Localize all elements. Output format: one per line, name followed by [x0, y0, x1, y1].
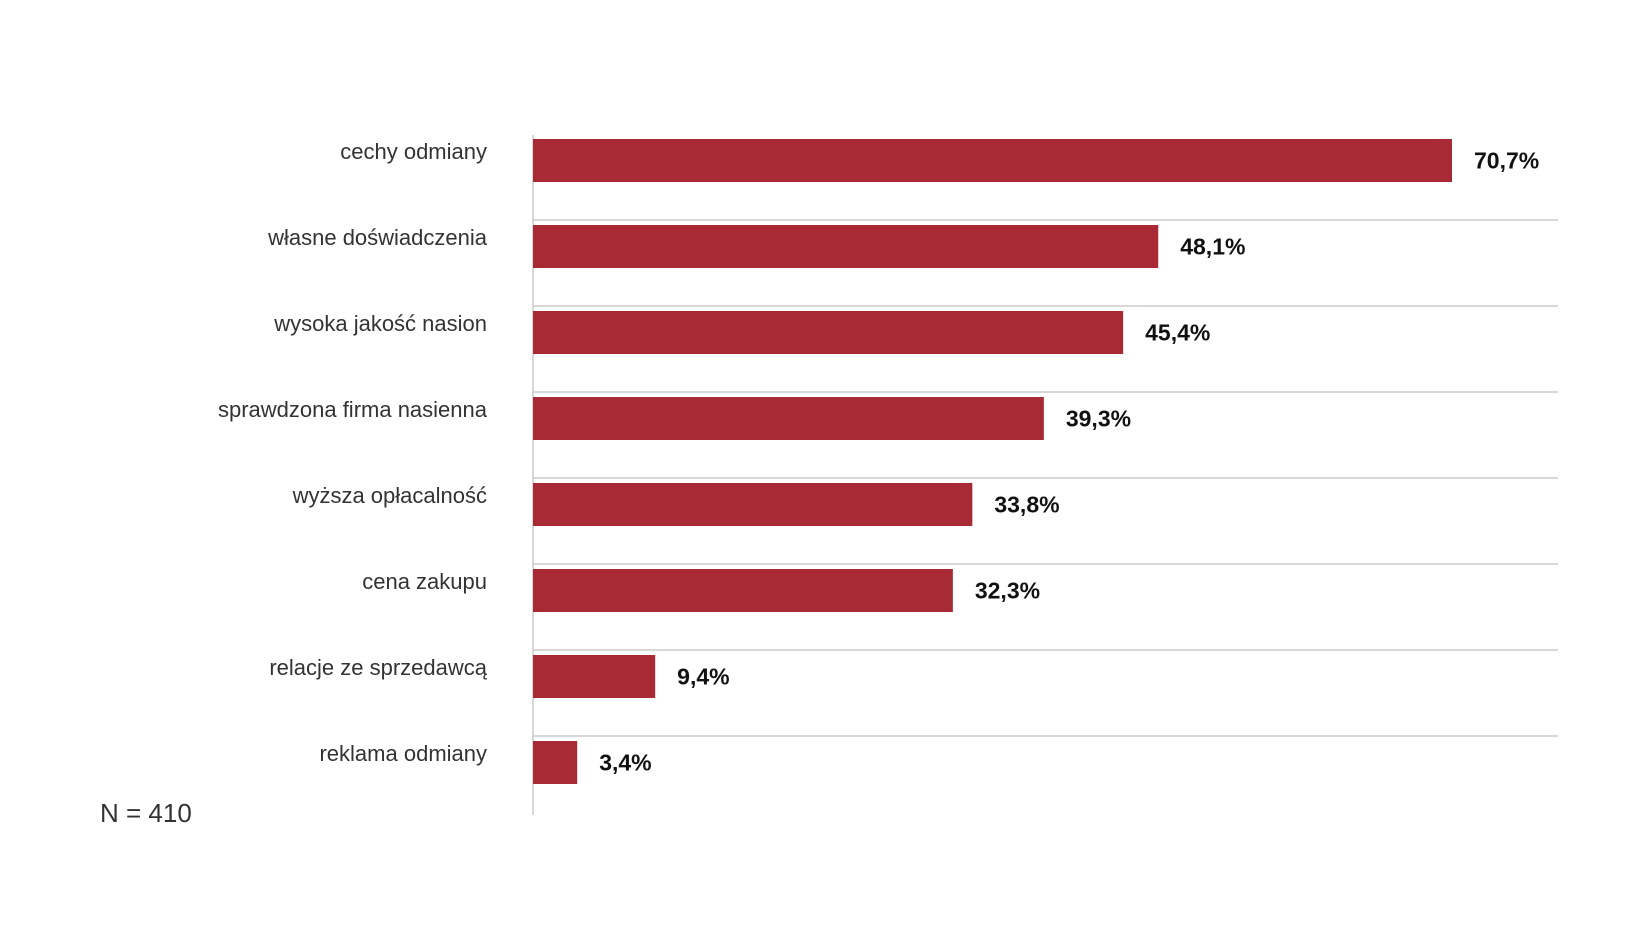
value-label: 32,3%	[975, 578, 1040, 604]
bar	[533, 483, 973, 526]
bar	[533, 139, 1452, 182]
value-label: 39,3%	[1066, 406, 1131, 432]
bar	[533, 397, 1044, 440]
value-label: 45,4%	[1145, 320, 1210, 346]
category-label: cena zakupu	[362, 569, 487, 594]
sample-size-note: N = 410	[100, 798, 192, 828]
bar	[533, 741, 578, 784]
bar	[533, 225, 1159, 268]
value-labels: 70,7% 48,1% 45,4% 39,3% 33,8% 32,3% 9,4% 3,4%	[599, 148, 1539, 776]
value-label: 70,7%	[1474, 148, 1539, 174]
value-label: 33,8%	[994, 492, 1059, 518]
bar	[533, 655, 656, 698]
value-label: 9,4%	[677, 664, 729, 690]
gridlines	[532, 135, 1558, 815]
category-label: wysoka jakość nasion	[273, 311, 487, 336]
bar	[533, 569, 953, 612]
category-label: cechy odmiany	[340, 139, 487, 164]
category-labels: cechy odmiany własne doświadczenia wysoka …	[218, 139, 488, 766]
bars	[533, 139, 1452, 784]
category-label: wyższa opłacalność	[292, 483, 487, 508]
category-label: własne doświadczenia	[267, 225, 488, 250]
bar	[533, 311, 1124, 354]
value-label: 3,4%	[599, 750, 651, 776]
value-label: 48,1%	[1180, 234, 1245, 260]
category-label: sprawdzona firma nasienna	[218, 397, 488, 422]
category-label: reklama odmiany	[319, 741, 487, 766]
category-label: relacje ze sprzedawcą	[269, 655, 487, 680]
